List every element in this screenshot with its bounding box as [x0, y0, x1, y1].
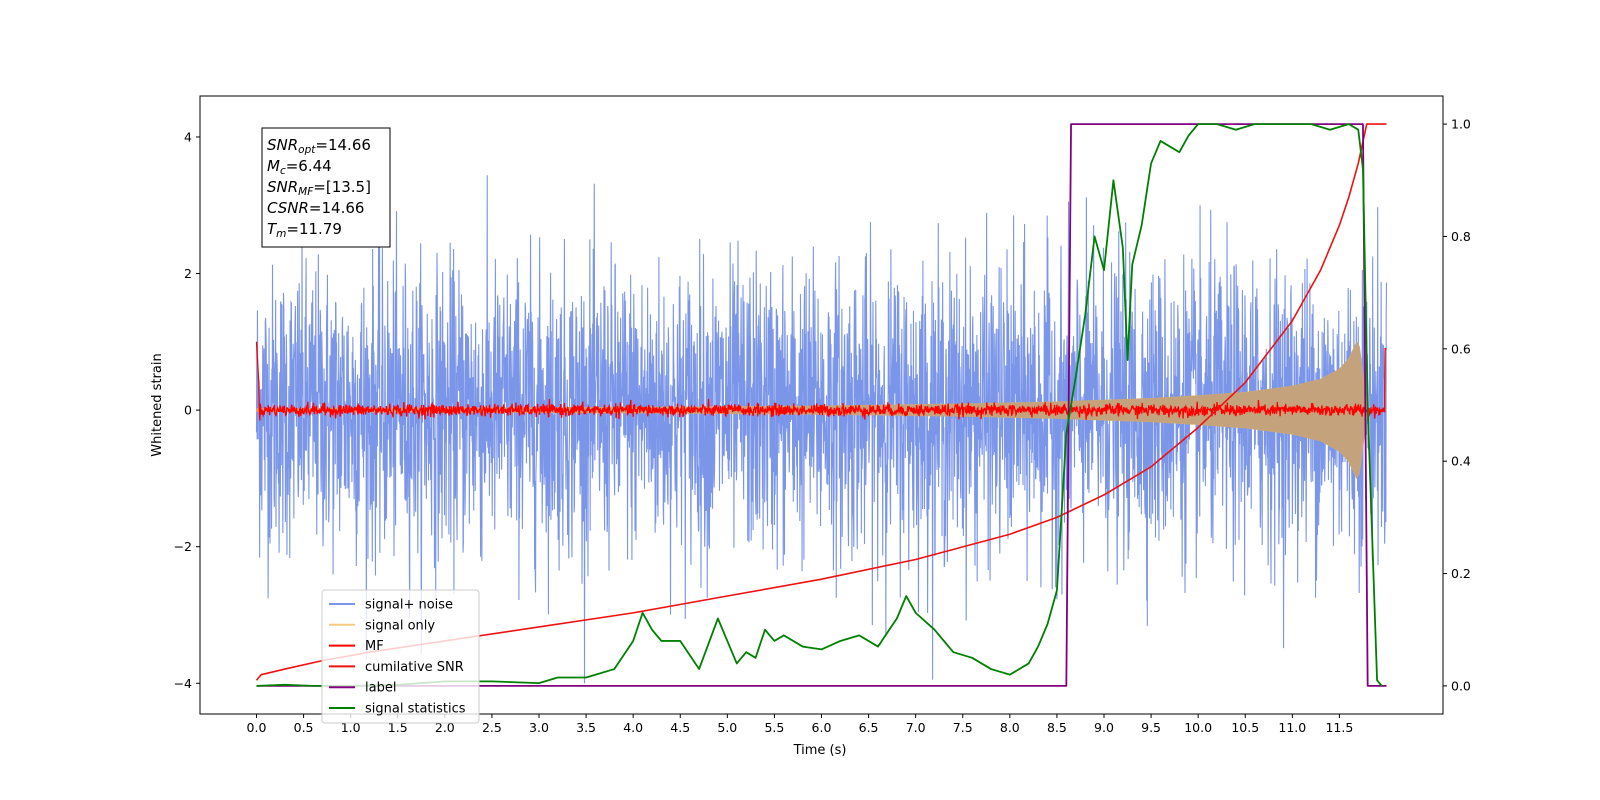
y-tick-label: −2 [174, 539, 192, 554]
x-tick-label: 4.5 [670, 720, 690, 735]
legend-entry: signal only [365, 618, 435, 633]
stats-box-frame [261, 127, 391, 248]
y2-tick-label: 0.8 [1451, 229, 1471, 244]
y2-tick-label: 1.0 [1451, 117, 1471, 132]
x-tick-label: 0.0 [247, 720, 267, 735]
y-axis-label: Whitened strain [150, 353, 165, 456]
stats-line: Mc=6.44 [267, 157, 332, 177]
x-tick-label: 9.0 [1094, 720, 1114, 735]
x-axis-label: Time (s) [793, 743, 847, 758]
legend-entry: label [365, 681, 396, 696]
x-tick-label: 8.0 [1000, 720, 1020, 735]
stats-box: SNRopt=14.66Mc=6.44SNRMF=[13.5]CSNR=14.6… [261, 127, 391, 248]
x-tick-label: 1.0 [341, 720, 361, 735]
stats-line: CSNR=14.66 [267, 199, 364, 217]
y2-tick-label: 0.6 [1451, 341, 1471, 356]
legend-entry: signal statistics [365, 702, 466, 717]
x-tick-label: 10.5 [1231, 720, 1259, 735]
axes: 0.0 0.5 1.0 1.5 2.0 2.5 3.0 3.5 4.0 4.5 5.0 5.5 6.0 6… [174, 117, 1471, 735]
legend-frame [321, 589, 480, 724]
y-tick-label: −4 [174, 676, 192, 691]
x-tick-label: 2.0 [435, 720, 455, 735]
series-mf-line [255, 341, 1387, 421]
legend-entry: cumilative SNR [365, 660, 464, 675]
stats-line: SNRopt=14.66 [267, 136, 371, 156]
x-tick-label: 11.5 [1325, 720, 1353, 735]
stats-line: Tm=11.79 [267, 220, 342, 240]
x-tick-label: 11.0 [1278, 720, 1306, 735]
plot-area [255, 123, 1388, 687]
x-tick-label: 6.0 [812, 720, 832, 735]
stats-line: SNRMF=[13.5] [267, 178, 371, 198]
y-tick-label: 2 [184, 266, 192, 281]
legend-entry: signal+ noise [365, 598, 453, 613]
y2-tick-label: 0.4 [1451, 454, 1471, 469]
x-tick-label: 3.0 [529, 720, 549, 735]
y-tick-label: 4 [184, 129, 192, 144]
x-tick-label: 5.0 [717, 720, 737, 735]
x-tick-label: 4.0 [623, 720, 643, 735]
x-tick-label: 9.5 [1141, 720, 1161, 735]
x-tick-label: 2.5 [482, 720, 502, 735]
x-tick-label: 0.5 [294, 720, 314, 735]
x-tick-label: 6.5 [859, 720, 879, 735]
x-tick-label: 5.5 [764, 720, 784, 735]
y2-tick-label: 0.2 [1451, 566, 1471, 581]
legend: signal+ noise signal only MF cumilative SNR… [321, 589, 480, 724]
x-tick-label: 7.0 [906, 720, 926, 735]
x-tick-label: 7.5 [953, 720, 973, 735]
x-tick-label: 1.5 [388, 720, 408, 735]
x-tick-label: 3.5 [576, 720, 596, 735]
x-tick-label: 8.5 [1047, 720, 1067, 735]
legend-entry: MF [365, 639, 384, 654]
series-signal-statistics-line [256, 123, 1383, 687]
x-tick-label: 10.0 [1184, 720, 1212, 735]
y2-tick-label: 0.0 [1451, 678, 1471, 693]
y-tick-label: 0 [184, 403, 192, 418]
series-signal-noise-line [255, 175, 1388, 684]
